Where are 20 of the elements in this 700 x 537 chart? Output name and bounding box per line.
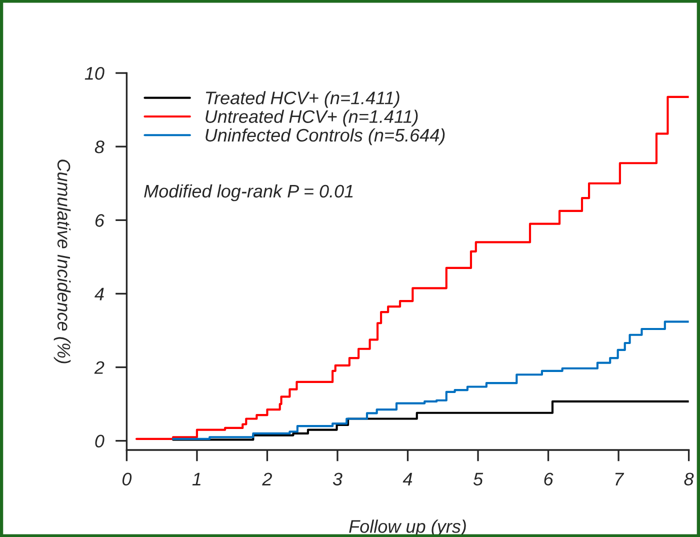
y-tick-label: 6 [95,214,104,227]
x-tick-label: 7 [615,472,624,486]
x-tick-label: 2 [262,472,272,486]
x-tick-label: 1 [192,472,200,486]
x-tick-label: 4 [402,472,412,486]
y-tick-label: 2 [94,361,104,374]
y-tick-label: 8 [94,140,104,154]
y-tick-label: 4 [94,288,104,300]
legend-label: Treated HCV+ (n=1.411) [206,91,400,108]
legend-label: Untreated HCV+ (n=1.411) [206,110,418,127]
y-tick-label: 10 [84,66,104,80]
y-axis-title: Cumulative Incidence (%) [54,160,71,364]
x-tick-label: 0 [122,472,132,486]
x-tick-label: 3 [332,472,342,486]
y-tick-label: 0 [95,434,104,448]
x-tick-label: 6 [544,472,554,486]
x-tick-label: 5 [473,472,484,486]
x-tick-label: 8 [684,472,694,486]
legend-label: Uninfected Controls (n=5.644) [206,128,445,146]
annotation: Modified log-rank P = 0.01 [144,184,353,202]
